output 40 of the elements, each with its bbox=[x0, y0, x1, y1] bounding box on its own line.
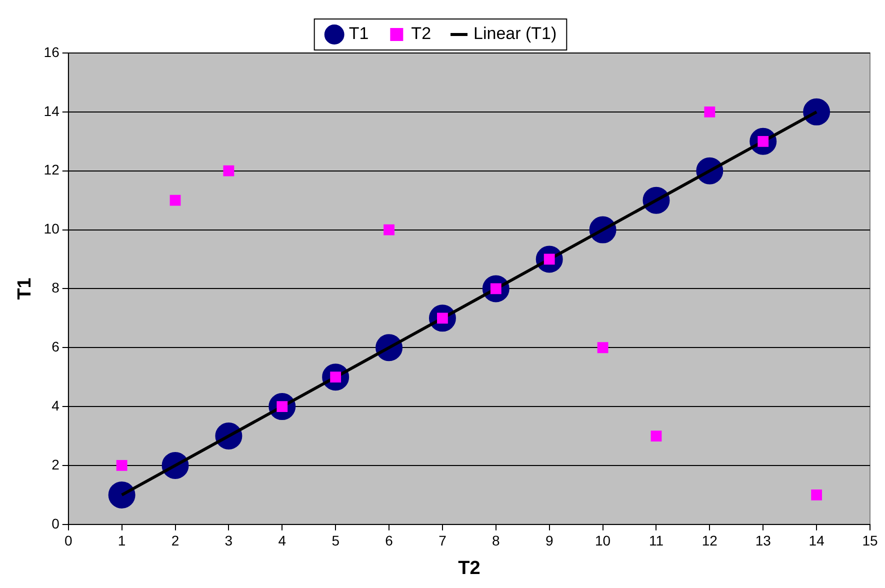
point bbox=[223, 165, 234, 176]
x-tick-label: 8 bbox=[492, 532, 500, 549]
x-tick-label: 6 bbox=[385, 532, 394, 549]
y-tick-label: 2 bbox=[52, 456, 60, 472]
y-tick-label: 4 bbox=[52, 397, 60, 414]
legend-label: T2 bbox=[411, 24, 432, 44]
point bbox=[116, 460, 128, 471]
y-tick-label: 12 bbox=[44, 162, 60, 178]
point bbox=[811, 489, 822, 500]
y-tick-label: 6 bbox=[52, 338, 60, 354]
x-tick-label: 10 bbox=[595, 532, 611, 549]
x-tick-label: 13 bbox=[755, 532, 772, 549]
x-tick-label: 1 bbox=[118, 532, 126, 549]
x-tick-label: 12 bbox=[702, 532, 718, 549]
point bbox=[650, 430, 662, 442]
point bbox=[704, 106, 716, 118]
x-tick-label: 9 bbox=[545, 532, 554, 549]
x-tick-label: 0 bbox=[64, 532, 72, 549]
y-tick-label: 0 bbox=[52, 515, 60, 532]
y-tick-label: 14 bbox=[44, 102, 60, 119]
x-tick-label: 2 bbox=[171, 532, 180, 549]
point bbox=[108, 481, 136, 508]
x-tick-label: 11 bbox=[648, 532, 664, 549]
legend-label: T1 bbox=[348, 24, 369, 44]
point bbox=[384, 224, 394, 236]
point bbox=[803, 98, 830, 126]
x-tick-label: 7 bbox=[438, 532, 447, 549]
y-tick-label: 16 bbox=[44, 44, 60, 60]
y-tick-label: 8 bbox=[52, 280, 60, 296]
x-tick-label: 14 bbox=[808, 532, 825, 549]
x-tick-label: 4 bbox=[278, 532, 286, 549]
y-tick-label: 10 bbox=[44, 220, 60, 237]
x-axis-title: T2 bbox=[458, 558, 480, 579]
y-axis-title: T1 bbox=[14, 277, 36, 300]
x-tick-label: 5 bbox=[332, 532, 340, 549]
x-tick-label: 15 bbox=[862, 532, 878, 549]
point bbox=[170, 194, 181, 206]
x-tick-label: 3 bbox=[224, 532, 233, 549]
legend-label: Linear (T1) bbox=[474, 24, 557, 44]
point bbox=[597, 342, 608, 354]
